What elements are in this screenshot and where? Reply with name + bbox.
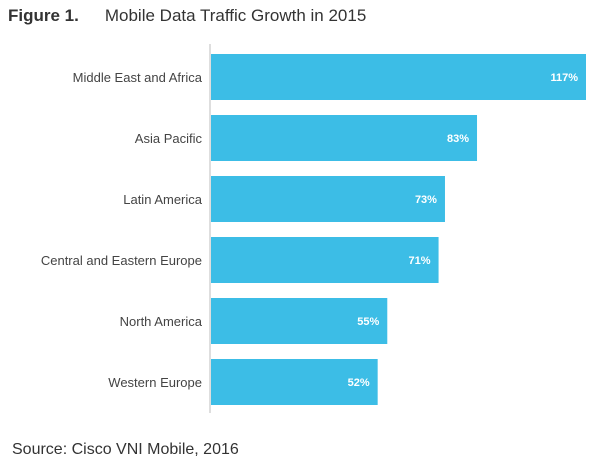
bar-5 (211, 359, 378, 405)
source-note: Source: Cisco VNI Mobile, 2016 (12, 441, 239, 458)
chart-title: Mobile Data Traffic Growth in 2015 (104, 6, 367, 25)
data-label-5: 52% (348, 377, 370, 389)
data-label-1: 83% (447, 133, 469, 145)
data-label-2: 73% (415, 194, 437, 206)
data-label-3: 71% (409, 255, 431, 267)
category-label-5: Western Europe (108, 375, 202, 390)
data-label-4: 55% (357, 316, 379, 328)
data-label-0: 117% (550, 72, 578, 84)
bar-3 (211, 237, 439, 283)
bar-0 (211, 54, 586, 100)
category-label-3: Central and Eastern Europe (41, 253, 202, 268)
category-label-1: Asia Pacific (135, 131, 203, 146)
category-label-2: Latin America (123, 192, 203, 207)
bar-2 (211, 176, 445, 222)
category-label-4: North America (120, 314, 203, 329)
bar-4 (211, 298, 388, 344)
figure-header: Figure 1. Mobile Data Traffic Growth in … (8, 6, 366, 32)
bar-1 (211, 115, 478, 161)
figure-label: Figure 1. (8, 6, 79, 25)
category-label-0: Middle East and Africa (73, 70, 203, 85)
